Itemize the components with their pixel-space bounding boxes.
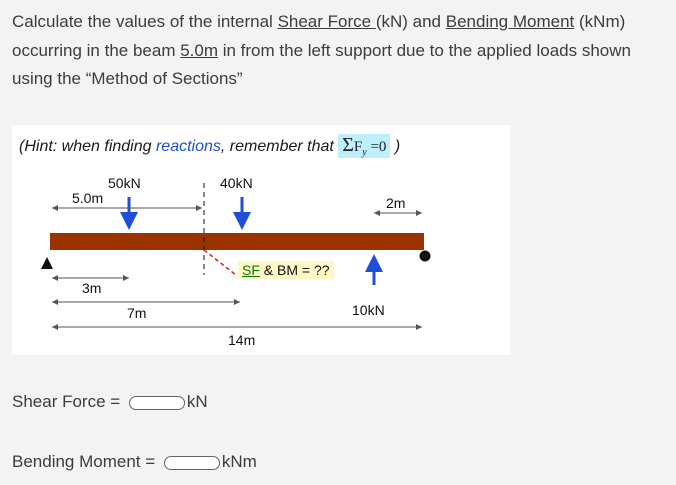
dim-2m-label: 2m xyxy=(386,195,406,211)
bending-moment-term: Bending Moment xyxy=(445,12,575,31)
pin-support-icon xyxy=(41,257,53,269)
bending-moment-unit: kNm xyxy=(221,452,257,471)
formula-f: F xyxy=(353,139,363,155)
sigma-symbol: Σ xyxy=(342,134,354,156)
sf-bm-label: SF & BM = ?? xyxy=(238,261,334,279)
formula-eq: =0 xyxy=(366,139,387,155)
formula-y: y xyxy=(362,147,367,158)
load-40kn-label: 40kN xyxy=(220,175,253,191)
reaction-label: 10kN xyxy=(352,302,385,318)
hint-part: ) xyxy=(390,138,401,155)
distance-term: 5.0m xyxy=(180,40,218,60)
hint-reactions: reactions xyxy=(155,138,221,155)
shear-force-unit: kN xyxy=(186,392,208,411)
hint-part: , remember that xyxy=(220,138,339,155)
beam xyxy=(50,233,424,250)
hint-part: (Hint: when finding xyxy=(19,138,156,155)
sum-forces-formula: ΣFy =0 xyxy=(338,134,391,158)
shear-force-row: Shear Force = kN xyxy=(12,392,208,412)
dim-7m-label: 7m xyxy=(127,305,147,321)
bm-term: & BM = ?? xyxy=(259,262,330,278)
section-pointer-line xyxy=(203,249,237,276)
question-part: in from the left support due to the appl… xyxy=(12,40,631,89)
bending-moment-input[interactable] xyxy=(163,455,220,470)
beam-diagram-svg xyxy=(41,183,431,330)
dim-5m-label: 5.0m xyxy=(72,190,104,206)
dim-3m-label: 3m xyxy=(82,280,102,296)
question-part: (kN) and xyxy=(375,12,446,31)
beam-figure: (Hint: when finding reactions, remember … xyxy=(12,125,510,355)
question-text: Calculate the values of the internal She… xyxy=(12,8,664,94)
shear-force-input[interactable] xyxy=(128,395,185,410)
load-50kn-label: 50kN xyxy=(108,175,141,191)
question-part: Calculate the values of the internal xyxy=(12,12,278,31)
sf-term: SF xyxy=(242,262,260,278)
hint-text: (Hint: when finding reactions, remember … xyxy=(19,134,400,158)
question-part: (kNm) occurring in the beam xyxy=(12,12,626,60)
bending-moment-row: Bending Moment = kNm xyxy=(12,452,257,472)
bending-moment-label: Bending Moment = xyxy=(12,452,160,471)
shear-force-label: Shear Force = xyxy=(12,392,125,411)
roller-support-icon xyxy=(419,250,431,262)
dim-14m-label: 14m xyxy=(228,332,256,348)
shear-force-term: Shear Force xyxy=(277,12,376,31)
